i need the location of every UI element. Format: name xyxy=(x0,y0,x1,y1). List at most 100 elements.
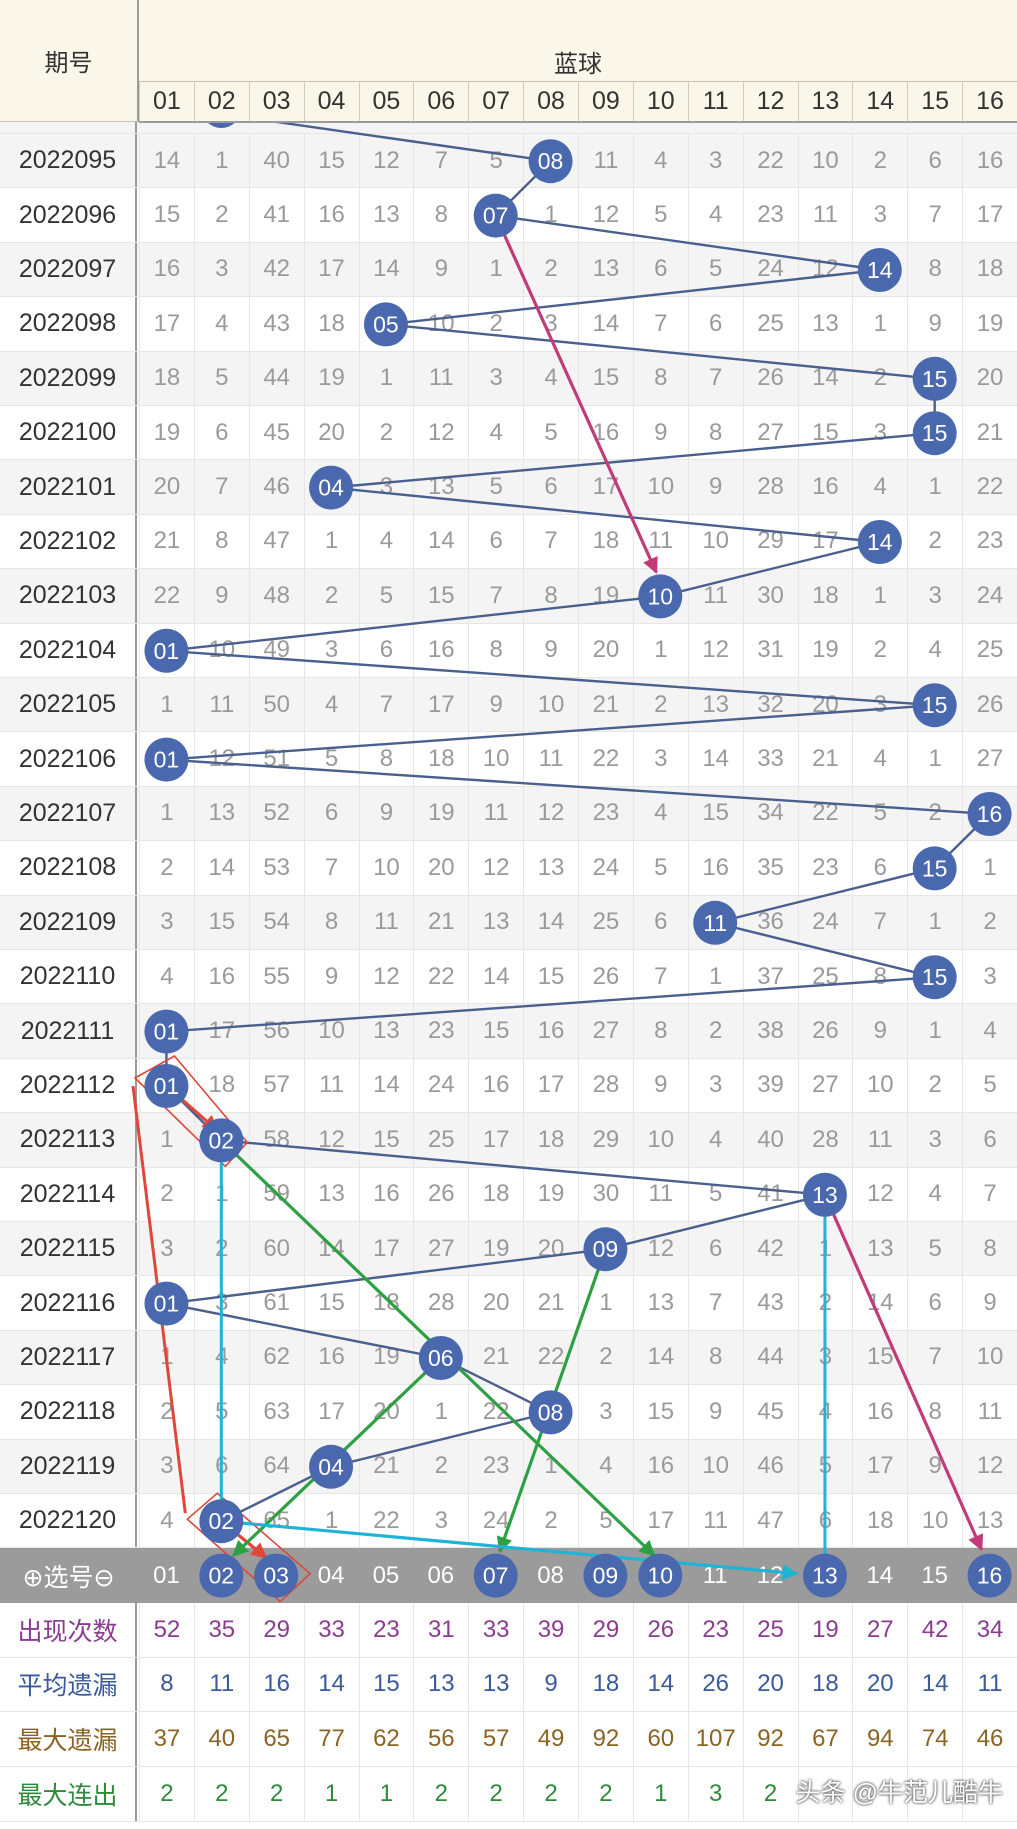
stat-value: 13 xyxy=(468,1657,523,1712)
omission-cell: 9 xyxy=(907,297,962,351)
omission-cell: 18 xyxy=(578,514,633,569)
omission-cell: 22 xyxy=(578,732,633,786)
omission-cell: 29 xyxy=(742,514,798,569)
selector-label[interactable]: ⊕选号⊖ xyxy=(22,1563,115,1592)
selector-row[interactable]: ⊕选号⊖ 01 04 05 06 08 11 12 14 15 xyxy=(0,1548,1017,1603)
omission-cell: 12 xyxy=(797,242,853,297)
omission-cell: 13 xyxy=(413,460,468,514)
omission-cell: 28 xyxy=(742,460,798,514)
selector-number-05[interactable]: 05 xyxy=(372,1561,400,1589)
omission-cell: 9 xyxy=(303,950,359,1004)
table-row: 2022117 1 4 62 16 19 21 22 2 14 8 44 3 15 7 10 xyxy=(0,1330,1017,1386)
omission-cell: 23 xyxy=(413,1004,468,1058)
table-row: 2022107 1 13 52 6 9 19 11 12 23 4 15 34 22 5 2 xyxy=(0,786,1017,842)
period-cell: 2022111 xyxy=(0,1004,137,1058)
selector-number-07[interactable] xyxy=(468,1548,523,1602)
stat-value: 1 xyxy=(303,1767,359,1821)
table-row: 2022097 16 3 42 17 14 9 1 2 13 6 5 24 12 8 18 xyxy=(0,242,1017,298)
omission-cell: 22 xyxy=(139,569,194,623)
selector-number-15[interactable]: 15 xyxy=(921,1561,949,1589)
omission-cell: 24 xyxy=(962,569,1017,623)
selector-number-13[interactable] xyxy=(798,1548,853,1602)
selector-number-10[interactable] xyxy=(633,1548,688,1602)
omission-cell xyxy=(468,188,523,242)
selector-number-14[interactable]: 14 xyxy=(866,1561,894,1589)
selector-number-01[interactable]: 01 xyxy=(153,1561,180,1589)
omission-cell: 11 xyxy=(687,569,743,623)
omission-cell: 8 xyxy=(468,623,523,677)
omission-cell xyxy=(907,351,962,405)
selector-number-04[interactable]: 04 xyxy=(317,1561,345,1589)
omission-cell: 36 xyxy=(742,895,798,949)
omission-cell: 10 xyxy=(413,297,468,351)
selector-number-06[interactable]: 06 xyxy=(427,1561,455,1589)
omission-cell: 18 xyxy=(852,1494,907,1548)
omission-cell: 20 xyxy=(523,1222,578,1276)
omission-cell: 21 xyxy=(523,1276,578,1330)
omission-cell: 39 xyxy=(742,1058,798,1113)
stat-value xyxy=(852,1767,907,1821)
omission-cell: 2 xyxy=(303,569,359,623)
omission-cell: 46 xyxy=(742,1439,798,1493)
column-header-16: 16 xyxy=(962,82,1017,121)
omission-cell xyxy=(797,1167,853,1221)
omission-cell: 20 xyxy=(413,841,468,895)
stat-value: 42 xyxy=(907,1602,962,1657)
omission-cell: 28 xyxy=(413,1276,468,1330)
omission-cell: 5 xyxy=(193,351,249,405)
omission-cell: 19 xyxy=(139,406,194,460)
omission-cell: 27 xyxy=(742,406,798,460)
stat-value: 19 xyxy=(797,1602,853,1657)
omission-cell: 8 xyxy=(632,351,688,405)
omission-cell: 42 xyxy=(248,242,304,297)
selector-number-12[interactable]: 12 xyxy=(756,1561,784,1589)
omission-cell: 8 xyxy=(907,1385,962,1439)
omission-cell: 45 xyxy=(742,1385,798,1439)
omission-cell: 42 xyxy=(742,1222,798,1276)
omission-cell: 13 xyxy=(303,1167,359,1221)
omission-cell: 15 xyxy=(632,1385,688,1439)
selector-number-08[interactable]: 08 xyxy=(537,1561,564,1589)
omission-cell: 32 xyxy=(742,678,798,732)
column-header-03: 03 xyxy=(248,82,304,121)
selector-number-11[interactable]: 11 xyxy=(702,1561,728,1589)
omission-cell: 26 xyxy=(742,351,798,405)
omission-cell: 9 xyxy=(523,623,578,677)
column-header-06: 06 xyxy=(413,82,468,121)
omission-cell: 65 xyxy=(248,1494,304,1548)
omission-cell: 6 xyxy=(962,1113,1017,1167)
omission-cell: 51 xyxy=(248,732,304,786)
omission-cell: 59 xyxy=(248,1167,304,1221)
table-row: 2022095 14 1 40 15 12 7 5 11 4 3 22 10 2 6 16 xyxy=(0,134,1017,189)
omission-cell: 9 xyxy=(193,569,249,623)
omission-cell: 13 xyxy=(358,188,414,242)
omission-cell: 9 xyxy=(687,460,743,514)
selector-number-02[interactable] xyxy=(194,1548,249,1602)
omission-cell: 16 xyxy=(358,1167,414,1221)
selector-number-09[interactable] xyxy=(578,1548,633,1602)
column-header-01: 01 xyxy=(139,82,194,121)
omission-cell: 5 xyxy=(852,786,907,841)
omission-cell: 3 xyxy=(962,950,1017,1004)
stat-value: 2 xyxy=(413,1767,468,1821)
selector-number-16[interactable] xyxy=(962,1548,1017,1602)
omission-cell: 37 xyxy=(742,950,798,1004)
omission-cell: 1 xyxy=(303,1494,359,1548)
omission-cell: 13 xyxy=(193,786,249,841)
omission-cell: 10 xyxy=(468,732,523,786)
omission-cell: 13 xyxy=(523,841,578,895)
omission-cell: 27 xyxy=(962,732,1017,786)
omission-cell: 16 xyxy=(797,460,853,514)
stat-row: 出现次数 52 35 29 33 23 31 33 39 29 26 23 25 19 27 42 34 xyxy=(0,1602,1017,1658)
stat-value: 33 xyxy=(303,1602,359,1657)
column-header-08: 08 xyxy=(523,82,578,121)
period-cell: 2022120 xyxy=(0,1494,137,1548)
table-row: 2022118 2 5 63 17 20 1 22 3 15 9 45 4 16 8 11 xyxy=(0,1385,1017,1440)
omission-cell: 2 xyxy=(413,1439,468,1493)
omission-cell: 14 xyxy=(797,351,853,405)
stat-value: 92 xyxy=(578,1712,633,1767)
omission-cell: 13 xyxy=(468,895,523,949)
omission-cell: 8 xyxy=(632,1004,688,1058)
selector-number-03[interactable] xyxy=(249,1548,304,1602)
omission-cell: 18 xyxy=(413,732,468,786)
